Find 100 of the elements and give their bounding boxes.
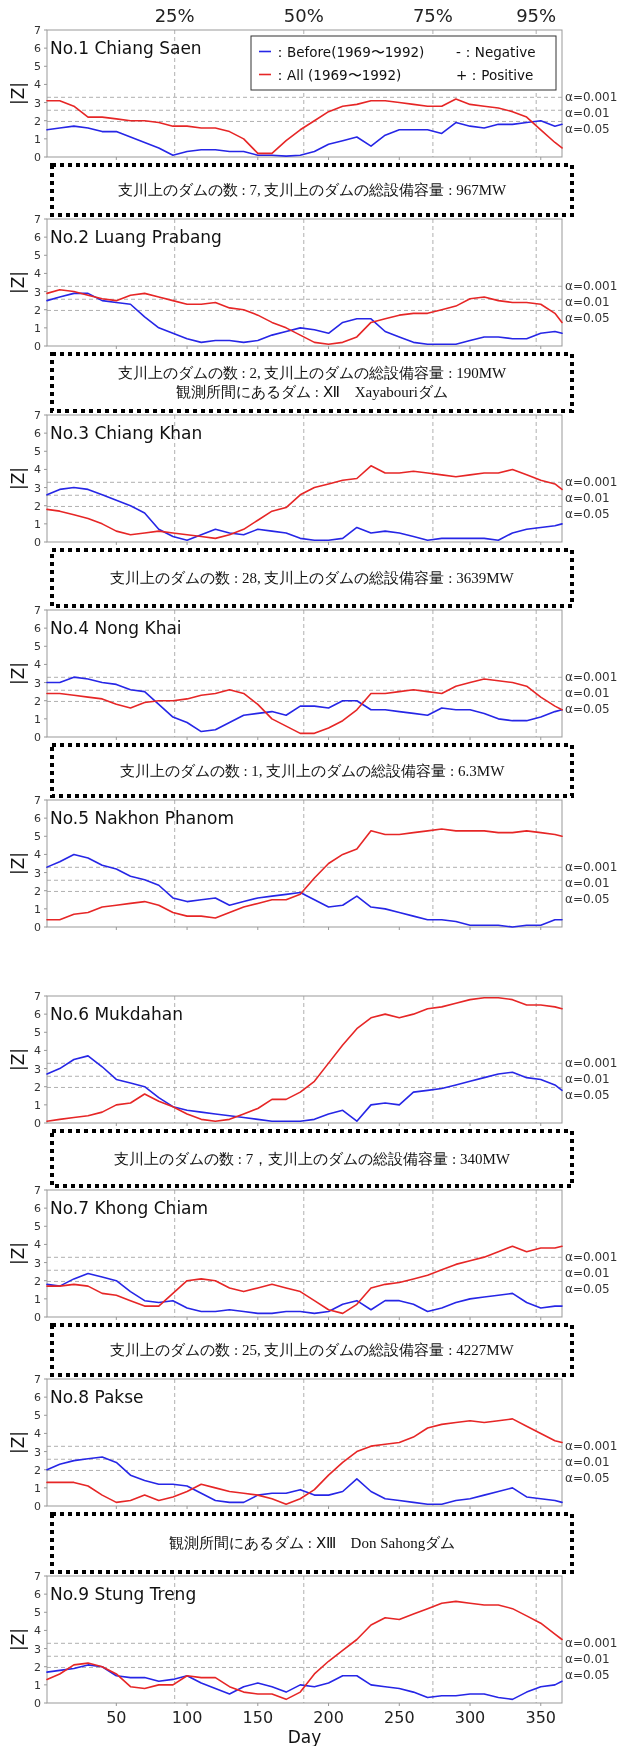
annotation: α=0.001 <box>565 1250 618 1265</box>
annotation: α=0.05 <box>565 122 610 137</box>
y-tick-label: 4 <box>34 267 41 281</box>
y-tick-label: 7 <box>34 409 41 422</box>
y-tick-label: 6 <box>34 427 41 441</box>
y-tick-label: 5 <box>34 1606 41 1620</box>
line-series <box>46 1272 563 1315</box>
y-tick-label: 3 <box>34 676 41 690</box>
annotation: α=0.05 <box>565 1088 610 1103</box>
text: 観測所間にあるダム : ⅩⅢ Don Sahongダム <box>168 1535 456 1551</box>
annotation: 25% <box>154 5 195 26</box>
y-tick-label: 2 <box>34 1080 41 1094</box>
text: No.1 Chiang Saen <box>50 38 202 58</box>
x-tick-label: 50 <box>106 1708 127 1727</box>
x-tick-label: 300 <box>454 1708 486 1727</box>
annotation: +：Positive <box>456 66 534 83</box>
line-series <box>46 1664 563 1701</box>
line-series <box>46 119 563 157</box>
annotation: α=0.05 <box>565 1471 610 1486</box>
text: No.7 Khong Chiam <box>50 1198 209 1218</box>
annotation: α=0.05 <box>565 507 610 522</box>
y-tick-label: 3 <box>34 96 41 110</box>
x-tick-label: 250 <box>384 1708 415 1727</box>
text: 支川上のダムの数 : 2, 支川上のダムの総設備容量 : 190MW <box>117 365 507 381</box>
y-tick-label: 0 <box>34 536 41 549</box>
y-tick-label: 7 <box>34 24 41 37</box>
y-tick-label: 7 <box>34 1570 41 1583</box>
annotation: α=0.01 <box>565 1652 610 1667</box>
y-axis-title: |Z| <box>8 81 28 106</box>
y-tick-label: 4 <box>34 1044 41 1058</box>
y-tick-label: 4 <box>34 1427 41 1441</box>
line-series <box>46 1456 563 1505</box>
y-tick-label: 7 <box>34 1184 41 1197</box>
y-tick-label: 1 <box>34 132 41 146</box>
y-tick-label: 7 <box>34 990 41 1003</box>
text: 支川上のダムの数 : 7, 支川上のダムの総設備容量 : 967MW <box>117 182 507 198</box>
legend-label: ：Before(1969〜1992) <box>273 43 425 60</box>
annotation: α=0.001 <box>565 90 618 105</box>
y-axis-title: |Z| <box>8 661 28 686</box>
y-tick-label: 7 <box>34 604 41 617</box>
y-axis-title: |Z| <box>8 466 28 491</box>
y-tick-label: 3 <box>34 1062 41 1076</box>
line-series <box>46 1418 563 1505</box>
y-tick-label: 5 <box>34 249 41 263</box>
annotation: α=0.01 <box>565 686 610 701</box>
y-tick-label: 0 <box>34 151 41 164</box>
y-tick-label: 0 <box>34 1117 41 1130</box>
y-tick-label: 4 <box>34 463 41 477</box>
x-tick-label: 350 <box>525 1708 557 1727</box>
annotation: α=0.01 <box>565 876 610 891</box>
annotation: α=0.01 <box>565 1072 610 1087</box>
y-tick-label: 5 <box>34 640 41 654</box>
text: No.9 Stung Treng <box>50 1584 197 1604</box>
y-tick-label: 3 <box>34 1445 41 1459</box>
y-tick-label: 4 <box>34 1238 41 1252</box>
y-axis-title: |Z| <box>8 270 28 295</box>
y-tick-label: 1 <box>34 1678 41 1692</box>
y-tick-label: 5 <box>34 60 41 74</box>
line-series <box>46 486 563 541</box>
y-tick-label: 2 <box>34 1660 41 1674</box>
text: 支川上のダムの数 : 1, 支川上のダムの総設備容量 : 6.3MW <box>119 762 506 779</box>
y-tick-label: 4 <box>34 1624 41 1638</box>
annotation: 75% <box>412 5 453 26</box>
text: No.3 Chiang Khan <box>50 423 203 443</box>
annotation: α=0.001 <box>565 860 618 875</box>
text: No.2 Luang Prabang <box>50 227 222 247</box>
annotation: 95% <box>516 5 557 26</box>
y-tick-label: 5 <box>34 830 41 844</box>
y-tick-label: 3 <box>34 866 41 880</box>
text: No.8 Pakse <box>50 1387 144 1407</box>
y-tick-label: 0 <box>34 731 41 744</box>
y-tick-label: 2 <box>34 1274 41 1288</box>
y-tick-label: 7 <box>34 1373 41 1386</box>
y-tick-label: 2 <box>34 1463 41 1477</box>
y-tick-label: 6 <box>34 1202 41 1216</box>
y-tick-label: 2 <box>34 884 41 898</box>
y-axis-title: |Z| <box>8 1047 28 1072</box>
y-tick-label: 4 <box>34 658 41 672</box>
legend-label: ：All (1969〜1992) <box>273 66 402 83</box>
y-tick-label: 4 <box>34 78 41 92</box>
annotation: α=0.001 <box>565 670 618 685</box>
y-tick-label: 2 <box>34 114 41 128</box>
line-series <box>46 465 563 540</box>
annotation: α=0.05 <box>565 311 610 326</box>
y-tick-label: 0 <box>34 921 41 934</box>
y-tick-label: 1 <box>34 1098 41 1112</box>
y-tick-label: 6 <box>34 1588 41 1602</box>
y-axis-title: |Z| <box>8 1430 28 1455</box>
y-tick-label: 6 <box>34 1008 41 1022</box>
y-tick-label: 1 <box>34 517 41 531</box>
text: 観測所間にあるダム : Ⅻ Xayabouriダム <box>176 384 448 400</box>
annotation: α=0.01 <box>565 491 610 506</box>
annotation: α=0.01 <box>565 106 610 121</box>
y-tick-label: 1 <box>34 1292 41 1306</box>
y-tick-label: 6 <box>34 812 41 826</box>
y-tick-label: 1 <box>34 902 41 916</box>
y-axis-title: |Z| <box>8 1627 28 1652</box>
annotation: α=0.01 <box>565 1455 610 1470</box>
annotation: α=0.01 <box>565 1266 610 1281</box>
y-tick-label: 1 <box>34 712 41 726</box>
